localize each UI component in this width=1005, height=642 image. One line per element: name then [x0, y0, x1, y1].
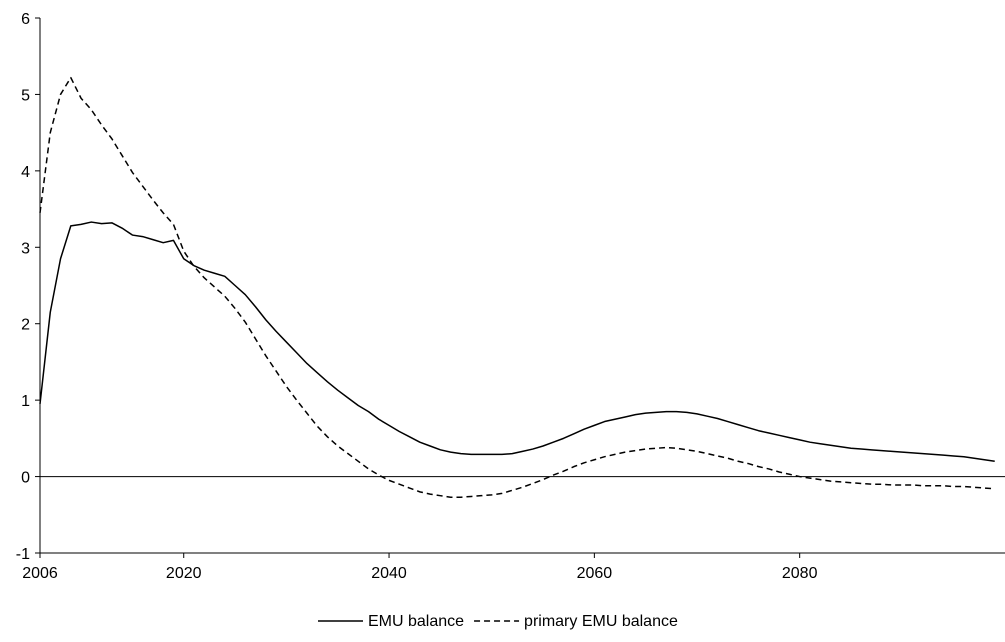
series-layer — [39, 76, 995, 498]
y-tick-label: 5 — [21, 87, 30, 104]
x-tick-label: 2020 — [166, 565, 202, 582]
legend-label-1: EMU balance — [368, 613, 464, 630]
y-tick-label: 1 — [21, 393, 30, 410]
y-tick-label: 3 — [21, 240, 30, 257]
y-tick-label: 2 — [21, 317, 30, 334]
y-tick-label: 4 — [21, 164, 30, 181]
x-tick-label: 2040 — [371, 565, 407, 582]
y-tick-label: 6 — [21, 11, 30, 28]
x-tick-label: 2080 — [782, 565, 818, 582]
x-tick-label: 2060 — [577, 565, 613, 582]
x-tick-label: 2006 — [22, 565, 58, 582]
y-tick-label: 0 — [21, 470, 30, 487]
axes — [35, 17, 1005, 558]
legend-label-2: primary EMU balance — [524, 613, 678, 630]
series-line-1 — [39, 221, 995, 463]
legend: EMU balance primary EMU balance — [318, 613, 678, 630]
y-tick-label: -1 — [16, 546, 30, 563]
series-line-2 — [39, 76, 995, 498]
tick-labels: -1 0 1 2 3 4 5 6 2006 2020 2040 2060 2080 — [16, 11, 818, 582]
